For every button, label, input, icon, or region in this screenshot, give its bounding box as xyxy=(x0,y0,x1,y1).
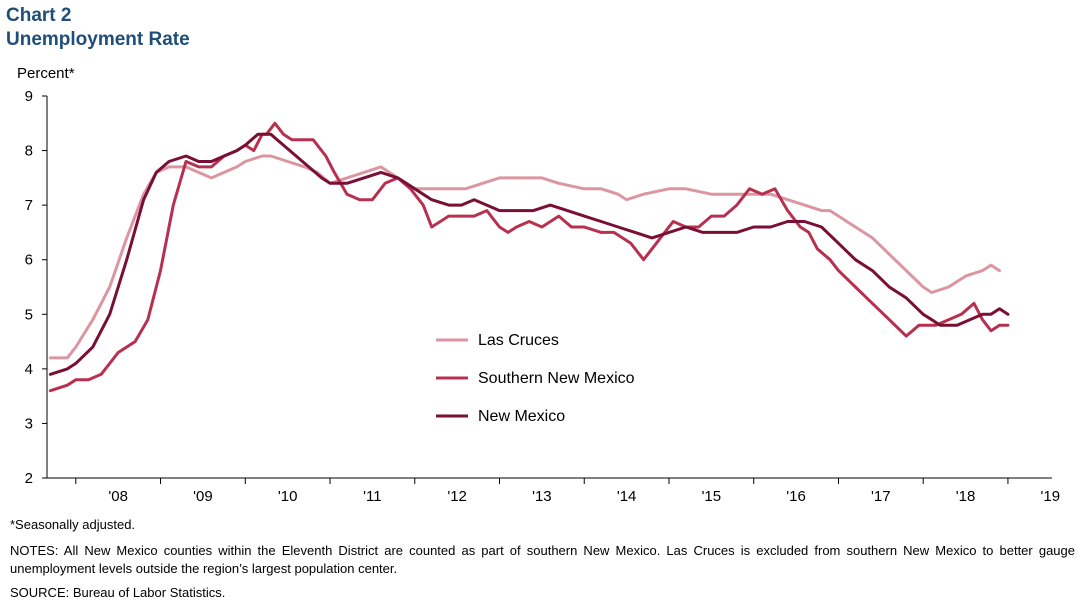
y-tick-label: 4 xyxy=(25,361,33,378)
axes xyxy=(46,96,1052,479)
footnote: *Seasonally adjusted. xyxy=(10,517,136,532)
notes: NOTES: All New Mexico counties within th… xyxy=(10,543,1075,576)
x-tick-label: '12 xyxy=(447,488,467,505)
y-tick-label: 6 xyxy=(25,252,33,269)
series-line-southern-new-mexico xyxy=(48,121,1010,393)
x-tick-label: '16 xyxy=(786,488,806,505)
chart-title: Unemployment Rate xyxy=(6,29,190,50)
series-line-new-mexico xyxy=(48,132,1010,376)
x-tick-label: '10 xyxy=(278,488,298,505)
y-ticks: 2 3 4 5 6 7 8 9 xyxy=(25,88,47,487)
legend: Las Cruces Southern New Mexico New Mexico xyxy=(436,332,635,425)
x-tick-label: '19 xyxy=(1041,488,1061,505)
x-ticks: '08 '09 '10 '11 '12 '13 '14 '15 '16 '17 '18 '19 xyxy=(75,478,1061,505)
y-tick-label: 7 xyxy=(25,197,33,214)
y-tick-label: 8 xyxy=(25,143,33,160)
legend-label: Southern New Mexico xyxy=(478,370,635,387)
x-tick-label: '11 xyxy=(363,488,381,505)
x-tick-label: '13 xyxy=(532,488,552,505)
y-tick-label: 5 xyxy=(25,306,33,323)
y-tick-label: 3 xyxy=(25,415,33,432)
source: SOURCE: Bureau of Labor Statistics. xyxy=(10,585,226,600)
x-tick-label: '14 xyxy=(617,488,637,505)
y-tick-label: 9 xyxy=(25,88,33,105)
x-tick-label: '18 xyxy=(956,488,976,505)
x-tick-label: '09 xyxy=(193,488,213,505)
legend-label: Las Cruces xyxy=(478,332,559,349)
series-lines xyxy=(48,121,1010,393)
legend-label: New Mexico xyxy=(478,408,565,425)
x-tick-label: '08 xyxy=(108,488,128,505)
series-line-las-cruces xyxy=(48,154,1001,360)
y-tick-label: 2 xyxy=(25,470,33,487)
x-tick-label: '15 xyxy=(702,488,722,505)
chart-label: Chart 2 xyxy=(6,5,72,26)
y-axis-label: Percent* xyxy=(17,65,75,82)
x-tick-label: '17 xyxy=(871,488,891,505)
